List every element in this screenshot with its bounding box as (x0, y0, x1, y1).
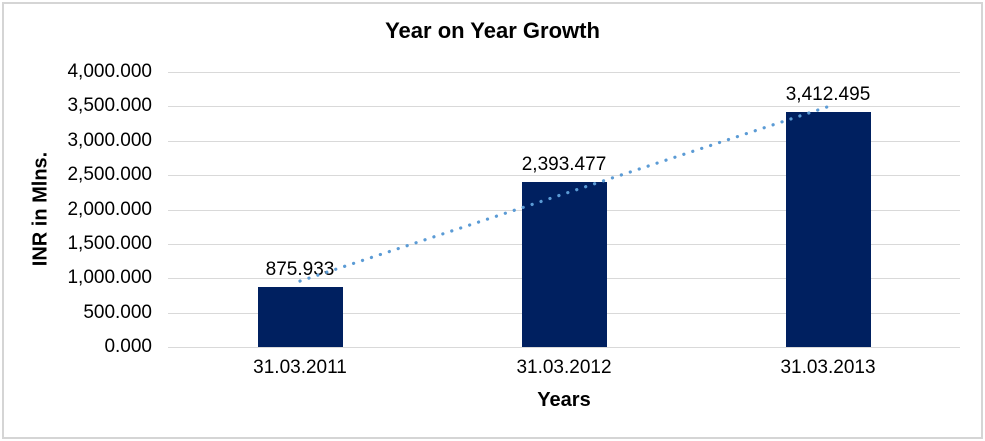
y-tick-label: 1,500.000 (67, 233, 152, 254)
x-tick-label: 31.03.2012 (516, 357, 612, 378)
bar (522, 182, 607, 347)
y-tick-label: 4,000.000 (67, 61, 152, 82)
y-tick-label: 2,500.000 (67, 164, 152, 185)
data-label: 3,412.495 (785, 84, 871, 105)
y-tick-label: 1,000.000 (67, 267, 152, 288)
x-tick-label: 31.03.2011 (253, 357, 347, 378)
gridline (168, 106, 960, 107)
data-label: 2,393.477 (521, 154, 607, 175)
y-tick-label: 3,000.000 (67, 130, 152, 151)
x-tick-label: 31.03.2013 (780, 357, 876, 378)
data-label: 875.933 (265, 259, 335, 280)
gridline (168, 72, 960, 73)
y-tick-label: 0.000 (104, 336, 152, 357)
y-tick-label: 500.000 (83, 302, 152, 323)
chart-title: Year on Year Growth (385, 18, 600, 43)
bar (258, 287, 343, 347)
y-tick-label: 2,000.000 (67, 199, 152, 220)
bar (786, 112, 871, 347)
gridline (168, 347, 960, 348)
y-tick-label: 3,500.000 (67, 95, 152, 116)
x-axis-title: Years (537, 389, 591, 411)
